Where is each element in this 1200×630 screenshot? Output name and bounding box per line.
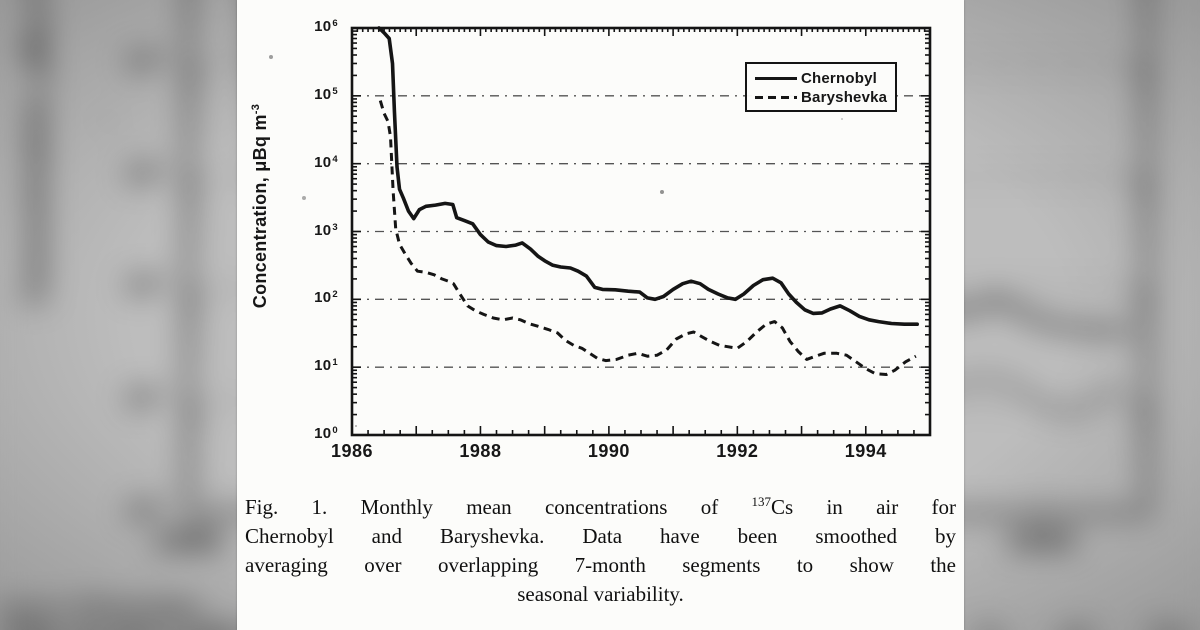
caption-line-2: Chernobyl and Baryshevka. Data have been… <box>245 524 956 548</box>
x-tick-label-1994: 1994 <box>844 441 887 461</box>
chart-plot <box>350 26 932 437</box>
scan-noise <box>237 0 239 2</box>
legend-label: Chernobyl <box>801 70 877 87</box>
x-tick-label-1988: 1988 <box>459 441 502 461</box>
x-tick-label-1986: 1986 <box>330 441 374 461</box>
x-tick-label-1990: 1990 <box>587 441 630 461</box>
x-tick-label-1992: 1992 <box>716 441 759 461</box>
y-tick-label-1e0: 100 <box>314 425 338 442</box>
y-tick-label-1e1: 101 <box>314 357 338 375</box>
figure-caption: Fig. 1. Monthly mean concentrations of 1… <box>245 493 956 609</box>
isotope-superscript: 137 <box>751 494 772 509</box>
figure-card: Concentration, μBq m-3 106 105 104 103 102 10… <box>237 0 964 630</box>
y-tick-label-1e5: 105 <box>314 85 338 103</box>
solid-line-sample <box>755 77 797 80</box>
legend-entry-baryshevka: Baryshevka <box>755 88 889 107</box>
series-chernobyl <box>377 26 920 327</box>
legend-entry-chernobyl: Chernobyl <box>755 69 889 88</box>
y-axis-label: Concentration, μBq m-3 <box>250 103 270 309</box>
caption-line-3: averaging over overlapping 7-month segme… <box>245 553 956 577</box>
y-tick-label-1e6: 106 <box>314 18 338 35</box>
caption-line-1: Fig. 1. Monthly mean concentrations of 1… <box>245 494 957 519</box>
chart-legend: Chernobyl Baryshevka <box>745 62 897 112</box>
series-baryshevka <box>378 100 917 376</box>
caption-line-4: seasonal variability. <box>517 582 684 606</box>
y-tick-label-1e2: 102 <box>314 289 338 307</box>
legend-label: Baryshevka <box>801 89 888 106</box>
y-axis-label-exponent: -3 <box>250 103 262 115</box>
y-tick-label-1e3: 103 <box>314 221 338 239</box>
dashed-line-sample <box>755 95 797 100</box>
y-tick-label-1e4: 104 <box>314 153 338 171</box>
